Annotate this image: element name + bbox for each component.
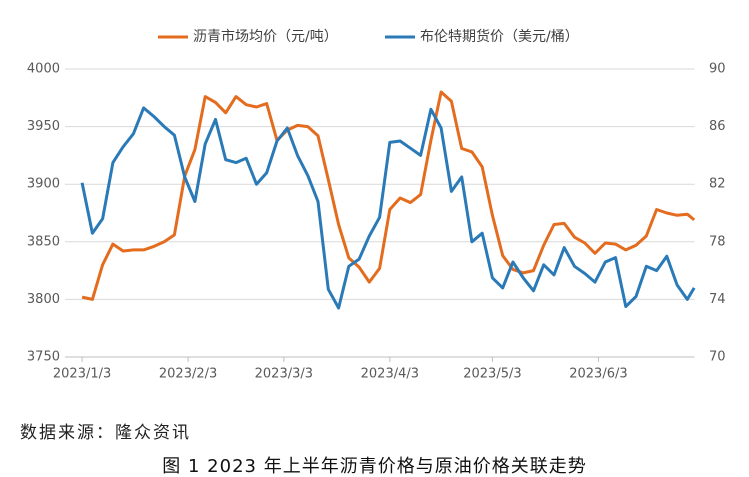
legend-label: 沥青市场均价（元/吨） [193, 28, 338, 45]
series-line [80, 106, 696, 310]
y2-tick-label: 78 [709, 234, 726, 249]
y-tick-label: 3800 [27, 292, 60, 307]
chart-title: 图 1 2023 年上半年沥青价格与原油价格关联走势 [162, 456, 587, 477]
y2-tick-label: 70 [709, 350, 726, 365]
legend-label: 布伦特期货价（美元/桶） [420, 28, 579, 45]
chart: 3750 3800 3850 3900 3950 4000 70 74 78 82 86 90 2023… [27, 28, 726, 382]
y-tick-label: 3900 [27, 177, 60, 192]
y-tick-label: 4000 [27, 62, 60, 77]
y-tick-label: 3750 [27, 350, 60, 365]
y-tick-label: 3850 [27, 234, 60, 249]
source-note: 数据来源：隆众资讯 [20, 423, 191, 443]
y2-tick-label: 82 [709, 177, 726, 192]
x-tick-label: 2023/2/3 [159, 367, 217, 382]
x-tick-label: 2023/6/3 [569, 367, 627, 382]
y-tick-label: 3950 [27, 119, 60, 134]
x-tick-label: 2023/3/3 [255, 367, 313, 382]
x-tick-label: 2023/5/3 [463, 367, 521, 382]
y2-tick-label: 86 [709, 119, 726, 134]
x-tick-label: 2023/1/3 [53, 367, 111, 382]
y2-tick-label: 90 [709, 62, 726, 77]
y2-tick-label: 74 [709, 292, 726, 307]
x-tick-label: 2023/4/3 [361, 367, 419, 382]
